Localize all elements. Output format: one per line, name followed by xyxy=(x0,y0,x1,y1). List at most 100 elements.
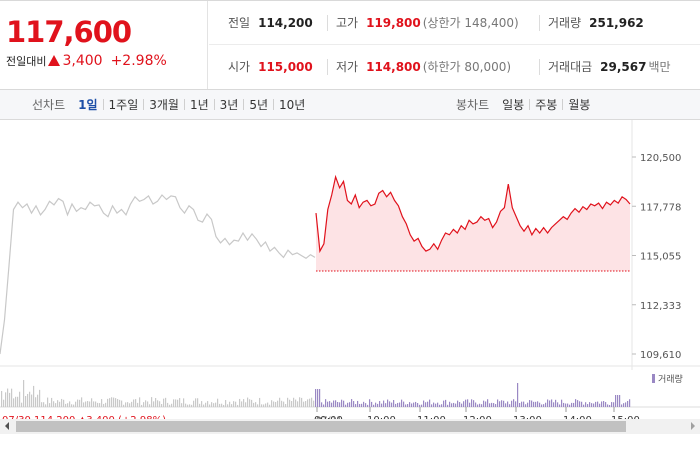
volume-bar xyxy=(79,399,81,407)
volume-bar xyxy=(159,401,161,407)
volume-bar xyxy=(393,400,395,407)
volume-bar xyxy=(427,401,429,407)
period-tab-2[interactable]: 3개월 xyxy=(149,98,179,112)
quote-panel: 117,600 전일대비 3,400 +2.98% 전일 114,200 고가 119,… xyxy=(0,0,700,90)
volume-bar xyxy=(589,402,591,407)
volume-bar xyxy=(413,402,415,407)
volume-bar xyxy=(319,389,321,407)
scroll-right-arrow-icon[interactable] xyxy=(691,422,695,430)
volume-bar xyxy=(107,398,109,407)
volume-bar xyxy=(55,403,57,407)
open-price: 시가 115,000 xyxy=(228,60,313,74)
volume-bar xyxy=(551,399,553,407)
volume-bar xyxy=(559,404,561,407)
volume-bar xyxy=(17,396,19,407)
volume-bar xyxy=(489,403,491,407)
period-tab-4[interactable]: 3년 xyxy=(219,98,239,112)
volume-bar xyxy=(115,398,117,407)
volume-bar xyxy=(347,402,349,407)
period-tab-0[interactable]: 1일 xyxy=(78,98,98,112)
toolbar-divider xyxy=(273,99,275,110)
quote-row-1: 전일 114,200 고가 119,800 (상한가 148,400) 거래량 251,… xyxy=(209,1,700,45)
volume-bar xyxy=(215,402,217,407)
volume-bar xyxy=(597,401,599,407)
volume-bar xyxy=(19,391,21,407)
volume-bar xyxy=(317,389,319,407)
volume-bar xyxy=(485,401,487,407)
volume-bar xyxy=(41,402,43,407)
volume-bar xyxy=(349,402,351,407)
volume-bar xyxy=(121,400,123,407)
volume-bar xyxy=(329,401,331,407)
y-tick-label: 120,500 xyxy=(640,153,681,164)
volume-bar xyxy=(1,390,3,407)
volume-bar xyxy=(163,398,165,407)
y-tick-label: 115,055 xyxy=(640,252,681,263)
volume-bar xyxy=(21,402,23,407)
volume-bar xyxy=(425,402,427,407)
volume-bar xyxy=(45,404,47,407)
volume-bar xyxy=(513,399,515,407)
volume-bar xyxy=(379,401,381,407)
volume-bar xyxy=(481,404,483,407)
volume-bar xyxy=(383,400,385,407)
volume-bar xyxy=(143,402,145,407)
volume-bar xyxy=(193,400,195,407)
volume-bar xyxy=(301,397,303,407)
volume-bar xyxy=(207,401,209,407)
volume-bar xyxy=(495,404,497,407)
volume-bar xyxy=(583,404,585,407)
volume-bar xyxy=(123,404,125,407)
volume-bar xyxy=(95,401,97,407)
volume-bar xyxy=(529,400,531,407)
volume-bar xyxy=(33,385,35,407)
volume-bar xyxy=(429,399,431,407)
volume-bar xyxy=(277,400,279,407)
volume-bar xyxy=(247,397,249,407)
toolbar-divider xyxy=(562,99,564,110)
volume-bar xyxy=(119,399,121,407)
volume-bar xyxy=(323,404,325,407)
volume-bar xyxy=(111,397,113,407)
candle-tab-2[interactable]: 월봉 xyxy=(568,98,591,112)
volume-bar xyxy=(579,401,581,407)
volume-bar xyxy=(99,403,101,407)
volume-bar xyxy=(555,399,557,407)
volume-bar xyxy=(161,403,163,407)
change-percent: +2.98% xyxy=(110,53,167,69)
volume-bar xyxy=(357,400,359,407)
scroll-left-arrow-icon[interactable] xyxy=(5,422,9,430)
volume-bar xyxy=(503,400,505,407)
volume-bar xyxy=(623,403,625,407)
volume-bar xyxy=(445,399,447,407)
volume-bar xyxy=(499,401,501,407)
period-tab-5[interactable]: 5년 xyxy=(249,98,269,112)
volume-bar xyxy=(101,399,103,407)
volume-bar xyxy=(103,403,105,407)
divider xyxy=(327,15,328,31)
volume-bar xyxy=(221,403,223,407)
volume-bar xyxy=(591,403,593,407)
volume-bar xyxy=(263,404,265,407)
volume-bar xyxy=(85,401,87,407)
volume-bar xyxy=(453,402,455,407)
period-tab-6[interactable]: 10년 xyxy=(279,98,306,112)
volume-bar xyxy=(607,404,609,407)
volume-bar xyxy=(61,398,63,407)
volume-bar xyxy=(525,404,527,407)
candle-tab-1[interactable]: 주봉 xyxy=(535,98,558,112)
volume-bar xyxy=(303,401,305,407)
volume-bar xyxy=(533,401,535,407)
period-tab-1[interactable]: 1주일 xyxy=(108,98,139,112)
volume-bar xyxy=(567,403,569,407)
volume-bar xyxy=(275,401,277,407)
volume-bar xyxy=(233,401,235,407)
period-tab-3[interactable]: 1년 xyxy=(189,98,209,112)
volume-bar xyxy=(557,402,559,407)
volume-bar xyxy=(411,403,413,407)
candle-tab-0[interactable]: 일봉 xyxy=(502,98,525,112)
trade-amount: 거래대금 29,567 백만 xyxy=(548,60,671,74)
scrollbar-thumb[interactable] xyxy=(16,421,626,432)
volume-bar xyxy=(211,402,213,407)
